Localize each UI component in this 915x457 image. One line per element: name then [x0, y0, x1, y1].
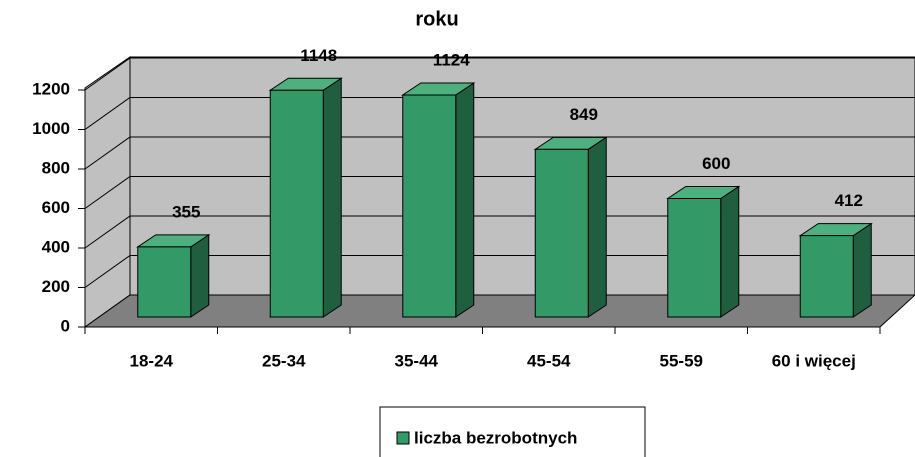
data-label: 1148 [300, 46, 337, 65]
grid-line [84, 97, 915, 130]
bar-side [322, 77, 342, 318]
grid-line [84, 57, 915, 91]
bar-front [402, 94, 457, 318]
bar-front [534, 148, 589, 318]
y-tick-label: 800 [42, 158, 70, 177]
y-tick-label: 1200 [32, 79, 70, 98]
y-tick-label: 1000 [32, 119, 70, 138]
bar-side [852, 222, 872, 318]
plot [84, 57, 915, 318]
legend [379, 406, 646, 457]
bar [533, 136, 608, 318]
bar-front [269, 89, 324, 318]
bar-front [799, 235, 854, 318]
x-tick-label: 35-44 [395, 351, 439, 370]
bar [136, 233, 211, 318]
floor [83, 294, 915, 328]
y-tick-label: 0 [61, 316, 70, 335]
bar-side [190, 233, 210, 318]
bar-side [720, 185, 740, 318]
legend-swatch [396, 431, 410, 445]
data-label: 412 [835, 191, 863, 210]
x-tick-label: 60 i więcej [772, 351, 856, 370]
bar-front [667, 198, 722, 318]
x-tick-label: 45-54 [527, 351, 571, 370]
grid-line [84, 176, 915, 209]
data-label: 600 [702, 154, 730, 173]
x-tick-label: 25-34 [262, 351, 306, 370]
bar [666, 185, 741, 318]
x-tick-label: 18-24 [130, 351, 174, 370]
bar-side [455, 82, 475, 318]
grid-line [84, 136, 915, 170]
grid-line [84, 215, 915, 249]
legend-label: liczba bezrobotnych [414, 428, 577, 447]
data-label: 849 [570, 105, 598, 124]
data-label: 355 [172, 202, 200, 221]
x-tick-label: 55-59 [660, 351, 703, 370]
y-tick-label: 600 [42, 198, 70, 217]
y-tick-label: 200 [42, 277, 70, 296]
data-label: 1124 [433, 50, 470, 69]
bar-front [137, 246, 192, 318]
chart-title: roku [415, 8, 458, 30]
bar [401, 82, 476, 318]
y-tick-label: 400 [42, 237, 70, 256]
grid-line [84, 255, 915, 288]
bar [798, 222, 873, 318]
bar-side [587, 136, 607, 318]
bar [268, 77, 343, 318]
